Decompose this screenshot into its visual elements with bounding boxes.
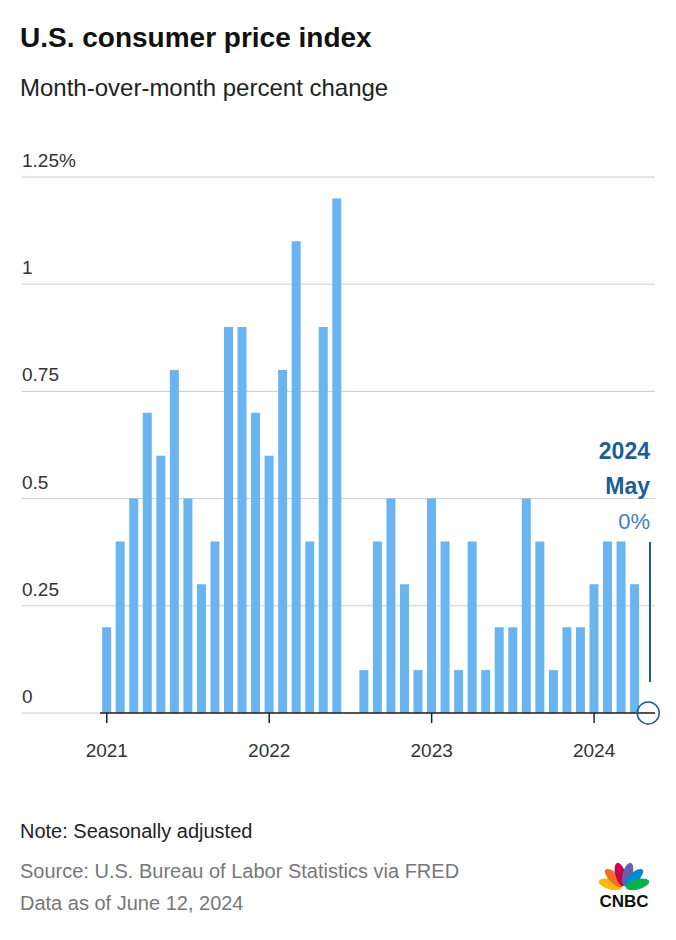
html-text:Note: Seasonally adjusted: Note: Seasonally adjusted bbox=[20, 820, 253, 842]
html-text:2024: 2024 bbox=[598, 438, 650, 464]
html-text:U.S. consumer price index: U.S. consumer price index bbox=[20, 22, 372, 53]
svg-text:0.75: 0.75 bbox=[22, 364, 59, 385]
svg-text:2022: 2022 bbox=[248, 740, 290, 761]
svg-text:0.25: 0.25 bbox=[22, 579, 59, 600]
svg-text:0: 0 bbox=[22, 686, 33, 707]
svg-text:2023: 2023 bbox=[411, 740, 453, 761]
html-text:0%: 0% bbox=[618, 509, 650, 534]
svg-text:0.5: 0.5 bbox=[22, 472, 48, 493]
html-text:Source: U.S. Bureau of Labor S: Source: U.S. Bureau of Labor Statistics … bbox=[20, 860, 460, 882]
html-text:CNBC: CNBC bbox=[599, 892, 649, 911]
svg-text:2021: 2021 bbox=[86, 740, 128, 761]
html-text:Month-over-month percent chang: Month-over-month percent change bbox=[20, 74, 389, 101]
svg-text:2024: 2024 bbox=[573, 740, 616, 761]
html-text:May: May bbox=[605, 473, 650, 499]
svg-text:1.25%: 1.25% bbox=[22, 150, 76, 171]
svg-text:1: 1 bbox=[22, 257, 33, 278]
html-text:Data as of June 12, 2024: Data as of June 12, 2024 bbox=[20, 892, 244, 914]
